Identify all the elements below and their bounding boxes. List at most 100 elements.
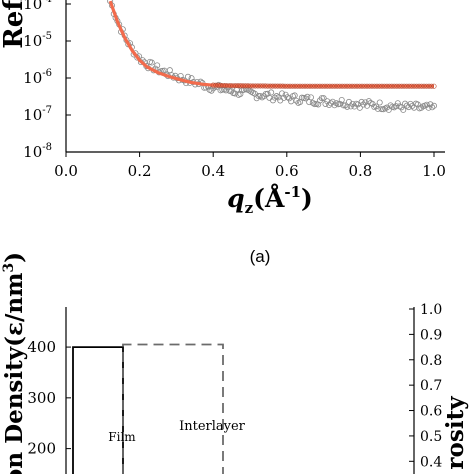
fit-marker [419,83,425,89]
y-tick-label: 10-4 [23,0,52,13]
panel-b-right-axis-ticks: 1.0 0.9 0.8 0.7 0.6 0.5 0.4 [409,302,442,470]
data-point [291,92,298,99]
right-tick-label: 0.6 [420,404,442,420]
right-tick-label: 0.8 [420,353,442,369]
fit-marker [297,83,303,89]
fit-marker [399,83,405,89]
fit-marker [324,83,330,89]
fit-marker [252,83,258,89]
data-point [166,67,173,74]
fit-marker [213,82,219,88]
panel-b-interlayer-profile [122,343,224,474]
panel-a-caption: (a) [250,247,271,266]
fit-marker [282,83,288,89]
fit-marker [396,83,402,89]
fit-marker [233,83,239,89]
fit-marker [309,83,315,89]
data-point [237,91,244,98]
fit-marker [354,83,360,89]
fit-marker [319,83,325,89]
fit-marker [424,83,430,89]
fit-marker [406,83,412,89]
y-tick-label: 10-5 [23,31,52,50]
fit-marker [242,83,248,89]
fit-marker [304,83,310,89]
x-tick-label: 0.0 [54,162,78,180]
x-tick-label: 1.0 [422,162,446,180]
y-tick-label: 10-7 [23,105,52,124]
data-point [414,101,421,108]
fit-marker [376,83,382,89]
fit-marker [386,83,392,89]
data-point [425,104,432,111]
fit-marker [267,83,273,89]
data-point [320,95,327,102]
fit-marker [237,83,243,89]
fit-marker [322,83,328,89]
panel-b-interlayer-label: Interlayer [179,419,246,434]
fit-marker [287,83,293,89]
fit-marker [409,83,415,89]
fit-marker [290,83,296,89]
fit-marker [366,83,372,89]
data-point [302,95,309,102]
fit-marker [374,83,380,89]
data-point [356,104,363,111]
fit-marker [215,82,221,88]
fit-marker [379,83,385,89]
panel-a-xlabel: qz(Å-1) [227,183,313,217]
fit-marker [327,83,333,89]
panel-b-film-profile [72,346,124,474]
data-point [271,94,278,101]
fit-marker [230,83,236,89]
fit-marker [218,82,224,88]
fit-marker [280,83,286,89]
fit-marker [352,83,358,89]
fit-marker [257,83,263,89]
panel-b-left-axis-ticks: 400 300 200 [27,338,71,458]
fit-marker [384,83,390,89]
fit-marker [394,83,400,89]
data-point [340,102,347,109]
fit-marker [223,83,229,89]
right-tick-label: 0.5 [420,429,442,445]
data-point [394,100,401,107]
fit-marker [228,83,234,89]
data-point [309,99,316,106]
fit-marker [275,83,281,89]
panel-b-left-ylabel: ron Density(ε/nm3) [1,252,28,474]
fit-marker [421,83,427,89]
fit-marker [329,83,335,89]
fit-marker [295,83,301,89]
fit-marker [359,83,365,89]
panel-a-fit-markers [210,82,437,89]
left-tick-label: 300 [27,389,56,407]
fit-marker [314,83,320,89]
data-point [338,96,345,103]
panel-a-ylabel: Refle [0,0,29,49]
data-point [259,94,266,101]
fit-marker [247,83,253,89]
right-tick-label: 1.0 [420,302,442,318]
fit-marker [389,83,395,89]
fit-marker [342,83,348,89]
fit-marker [362,83,368,89]
data-point [336,100,343,107]
x-tick-label: 0.2 [128,162,152,180]
fit-marker [260,83,266,89]
data-point [329,98,336,105]
fit-marker [262,83,268,89]
fit-marker [426,83,432,89]
panel-b-film-label: Film [108,430,136,444]
left-tick-label: 400 [27,338,56,356]
data-point [318,95,325,102]
data-point [423,101,430,108]
fit-marker [285,83,291,89]
fit-marker [250,83,256,89]
fit-marker [302,83,308,89]
fit-marker [339,83,345,89]
fit-marker [270,83,276,89]
left-tick-label: 200 [27,440,56,458]
fit-marker [371,83,377,89]
panel-b: ron Density(ε/nm3) rosity 400 300 200 1.0 0… [1,252,469,474]
